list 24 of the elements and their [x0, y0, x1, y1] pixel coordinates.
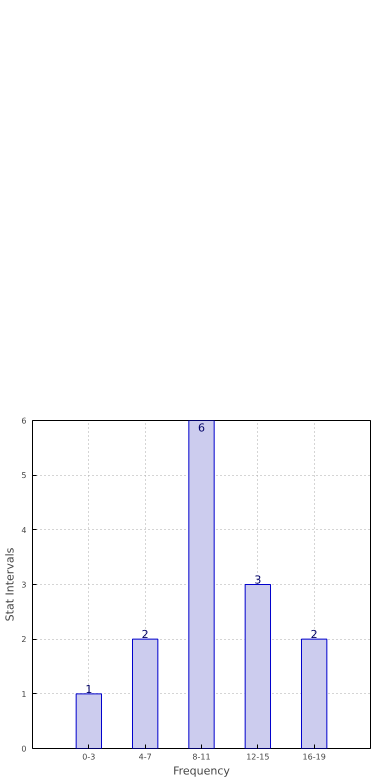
bar [76, 693, 102, 748]
y-tick-label: 6 [21, 416, 27, 426]
y-tick-label: 4 [21, 526, 27, 535]
data-label: 2 [310, 628, 318, 642]
y-axis-title: Stat Intervals [3, 547, 16, 622]
bar [244, 584, 272, 748]
data-label: 2 [142, 628, 149, 642]
bar [132, 638, 158, 748]
y-tick-label: 1 [21, 690, 27, 699]
y-tick-label: 3 [21, 580, 27, 590]
x-tick-label: 16-19 [302, 752, 326, 762]
data-label: 1 [85, 682, 92, 696]
data-label: 3 [254, 574, 262, 586]
x-tick-label: 4-7 [138, 752, 152, 762]
bar [300, 638, 328, 748]
x-tick-label: 8-11 [192, 752, 211, 762]
bar [188, 420, 215, 748]
y-tick-label: 2 [21, 635, 27, 644]
x-tick-label: 12-15 [246, 752, 270, 762]
y-tick-label: 0 [21, 744, 27, 754]
data-label: 6 [198, 422, 205, 434]
x-axis-title: Frequency [173, 764, 230, 778]
y-tick-label: 5 [21, 471, 27, 480]
x-tick-label: 0-3 [82, 752, 96, 762]
